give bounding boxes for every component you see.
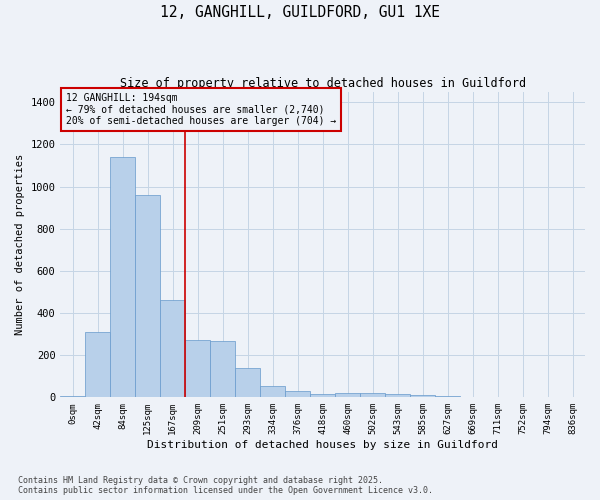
Bar xyxy=(110,157,136,398)
Bar xyxy=(136,195,160,398)
Bar xyxy=(210,342,235,398)
Bar xyxy=(185,340,210,398)
Bar xyxy=(360,393,385,398)
Text: Contains HM Land Registry data © Crown copyright and database right 2025.
Contai: Contains HM Land Registry data © Crown c… xyxy=(18,476,433,495)
Bar xyxy=(160,300,185,398)
Bar xyxy=(410,395,435,398)
Bar xyxy=(335,393,360,398)
X-axis label: Distribution of detached houses by size in Guildford: Distribution of detached houses by size … xyxy=(147,440,498,450)
Bar xyxy=(310,394,335,398)
Text: 12, GANGHILL, GUILDFORD, GU1 1XE: 12, GANGHILL, GUILDFORD, GU1 1XE xyxy=(160,5,440,20)
Bar xyxy=(385,394,410,398)
Y-axis label: Number of detached properties: Number of detached properties xyxy=(15,154,25,335)
Bar xyxy=(435,396,460,398)
Text: 12 GANGHILL: 194sqm
← 79% of detached houses are smaller (2,740)
20% of semi-det: 12 GANGHILL: 194sqm ← 79% of detached ho… xyxy=(65,93,336,126)
Bar xyxy=(61,396,85,398)
Bar xyxy=(285,391,310,398)
Bar xyxy=(235,368,260,398)
Bar xyxy=(85,332,110,398)
Bar xyxy=(260,386,285,398)
Title: Size of property relative to detached houses in Guildford: Size of property relative to detached ho… xyxy=(119,78,526,90)
